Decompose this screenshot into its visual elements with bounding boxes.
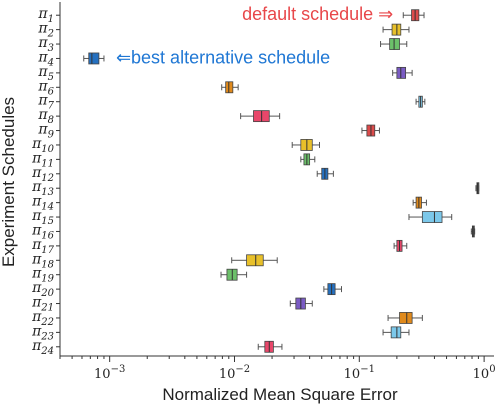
y-tick-label: π6 [37, 78, 54, 97]
box-20 [323, 283, 342, 296]
box-iqr [246, 254, 264, 267]
box-5 [392, 66, 413, 79]
box-iqr [421, 211, 443, 223]
box-8 [240, 110, 281, 123]
y-tick-label: π18 [31, 251, 54, 270]
box-iqr [399, 312, 413, 324]
y-tick-label: π22 [31, 309, 54, 328]
box-iqr [390, 326, 402, 339]
x-tick-label: 10−1 [344, 364, 375, 382]
y-tick-label: π3 [37, 35, 54, 54]
box-21 [289, 297, 313, 310]
x-axis-title: Normalized Mean Square Error [162, 385, 398, 404]
y-tick-label: π15 [31, 208, 54, 227]
box-iqr [88, 52, 100, 65]
boxes-layer [83, 9, 480, 353]
box-13 [475, 182, 480, 195]
box-22 [387, 312, 423, 324]
y-tick-label: π1 [37, 6, 54, 25]
y-tick-label: π17 [31, 237, 55, 256]
box-11 [300, 153, 316, 166]
box-1 [402, 9, 425, 22]
annotation-best: ⇐best alternative schedule [116, 47, 330, 67]
y-tick-label: π23 [31, 323, 54, 342]
box-4 [83, 52, 105, 65]
annotations: default schedule ⇒ ⇐best alternative sche… [116, 4, 393, 67]
x-tick-labels: 10−3 10−2 10−1 100 [59, 356, 496, 382]
y-tick-label: π7 [37, 93, 54, 112]
y-tick-label: π13 [31, 179, 54, 198]
annotation-default: default schedule ⇒ [242, 4, 393, 24]
box-15 [408, 211, 453, 223]
box-23 [382, 326, 410, 339]
box-24 [257, 340, 283, 353]
box-9 [361, 124, 380, 137]
y-tick-label: π11 [31, 150, 54, 169]
box-19 [220, 268, 248, 281]
box-2 [382, 23, 410, 36]
y-tick-label: π9 [37, 122, 54, 141]
y-tick-label: π2 [37, 21, 54, 40]
y-tick-label: π21 [31, 295, 54, 314]
y-axis-title: Experiment Schedules [0, 97, 18, 267]
box-18 [231, 254, 278, 267]
y-tick-label: π19 [31, 266, 55, 285]
box-7 [415, 95, 426, 108]
y-tick-label: π5 [37, 64, 54, 83]
y-tick-label: π4 [37, 49, 54, 68]
x-tick-label: 100 [473, 364, 496, 382]
plot-axes [59, 2, 494, 357]
box-14 [412, 196, 427, 209]
y-tick-label: π14 [31, 194, 54, 213]
y-tick-label: π12 [31, 165, 54, 184]
box-10 [291, 139, 321, 151]
y-tick-labels: π1π2π3π4π5π6π7π8π9π10π11π12π13π14π15π16π… [31, 6, 60, 357]
y-tick-label: π8 [37, 107, 54, 126]
y-tick-label: π16 [31, 222, 55, 241]
y-tick-label: π20 [31, 280, 55, 299]
box-3 [380, 38, 408, 50]
y-tick-label: π24 [31, 338, 54, 357]
y-tick-label: π10 [31, 136, 55, 155]
box-16 [470, 225, 476, 238]
box-12 [316, 167, 334, 180]
box-6 [221, 81, 239, 94]
x-tick-label: 10−2 [219, 364, 250, 382]
box-17 [393, 239, 408, 252]
x-tick-label: 10−3 [94, 364, 125, 382]
